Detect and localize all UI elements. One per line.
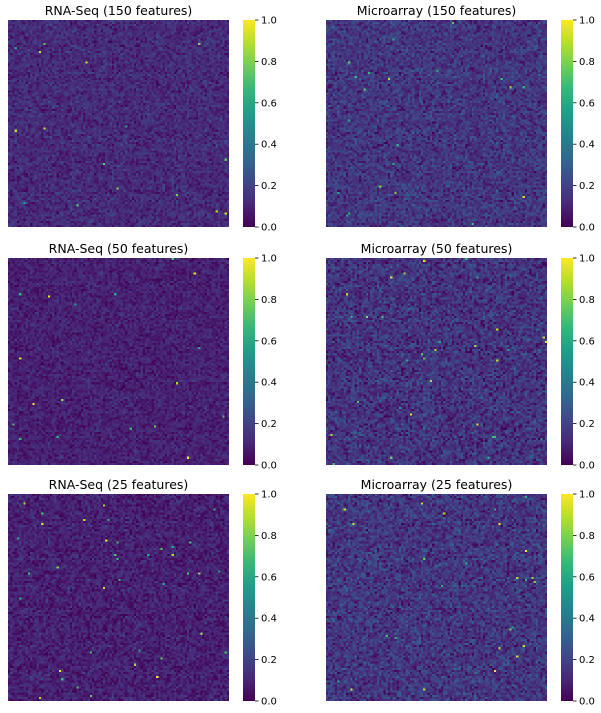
chart-title: RNA-Seq (50 features) bbox=[49, 241, 189, 256]
colorbar-tick-label: 0.6 bbox=[579, 98, 595, 109]
heatmap-panel: RNA-Seq (150 features) 0.0 0.2 0.4 0.6 0.8 1.0 bbox=[8, 3, 277, 234]
colorbar-tick-label: 0.6 bbox=[261, 98, 277, 109]
colorbar-tick-label: 0.8 bbox=[579, 295, 595, 306]
colorbar-tick-label: 0.0 bbox=[261, 697, 277, 708]
colorbar-tick-label: 0.4 bbox=[261, 140, 277, 151]
colorbar-tick-label: 0.6 bbox=[579, 572, 595, 583]
colorbar-tick-label: 0.8 bbox=[579, 531, 595, 542]
colorbar-tick-label: 0.4 bbox=[261, 614, 277, 625]
colorbar-tick-label: 0.2 bbox=[261, 419, 277, 430]
colorbar bbox=[243, 494, 255, 701]
colorbar-tick-label: 0.0 bbox=[579, 223, 595, 234]
heatmap-panel: RNA-Seq (50 features) 0.0 0.2 0.4 0.6 0.8 1.0 bbox=[8, 241, 277, 472]
colorbar-tick-label: 0.0 bbox=[579, 461, 595, 472]
colorbar-tick-label: 0.4 bbox=[579, 140, 595, 151]
colorbar-tick-label: 0.6 bbox=[261, 572, 277, 583]
heatmap-panel: Microarray (25 features) 0.0 0.2 0.4 0.6 0.8 1… bbox=[326, 477, 595, 708]
colorbar bbox=[561, 20, 573, 227]
colorbar bbox=[561, 258, 573, 465]
colorbar-tick-label: 0.4 bbox=[261, 378, 277, 389]
colorbar-tick-label: 0.2 bbox=[579, 181, 595, 192]
heatmap-cells bbox=[8, 258, 229, 465]
colorbar-tick-label: 1.0 bbox=[261, 490, 277, 501]
colorbar-tick-label: 1.0 bbox=[579, 16, 595, 27]
colorbar-tick-label: 0.2 bbox=[261, 181, 277, 192]
colorbar-tick-label: 0.2 bbox=[579, 655, 595, 666]
heatmap-cells bbox=[326, 494, 547, 701]
colorbar-tick-label: 0.8 bbox=[261, 295, 277, 306]
colorbar-tick-label: 0.8 bbox=[261, 57, 277, 68]
heatmap-panel: Microarray (150 features) 0.0 0.2 0.4 0.6 0.8… bbox=[326, 3, 595, 234]
colorbar-tick-label: 0.2 bbox=[579, 419, 595, 430]
heatmap-panel: Microarray (50 features) 0.0 0.2 0.4 0.6 0.8 1… bbox=[326, 241, 595, 472]
chart-title: Microarray (25 features) bbox=[361, 477, 513, 492]
colorbar-tick-label: 1.0 bbox=[579, 490, 595, 501]
colorbar-tick-label: 0.0 bbox=[261, 223, 277, 234]
colorbar-tick-label: 0.4 bbox=[579, 378, 595, 389]
heatmap-panel: RNA-Seq (25 features) 0.0 0.2 0.4 0.6 0.8 1.0 bbox=[8, 477, 277, 708]
colorbar-tick-label: 1.0 bbox=[261, 254, 277, 265]
colorbar-tick-label: 0.4 bbox=[579, 614, 595, 625]
colorbar-tick-label: 0.6 bbox=[579, 336, 595, 347]
colorbar bbox=[561, 494, 573, 701]
heatmap-cells bbox=[326, 258, 547, 465]
chart-title: Microarray (150 features) bbox=[357, 3, 517, 18]
chart-title: RNA-Seq (25 features) bbox=[49, 477, 189, 492]
colorbar-tick-label: 0.2 bbox=[261, 655, 277, 666]
colorbar bbox=[243, 258, 255, 465]
colorbar-tick-label: 1.0 bbox=[579, 254, 595, 265]
heatmap-cells bbox=[8, 20, 229, 227]
heatmap-cells bbox=[326, 20, 547, 227]
colorbar bbox=[243, 20, 255, 227]
colorbar-tick-label: 0.0 bbox=[579, 697, 595, 708]
colorbar-tick-label: 0.0 bbox=[261, 461, 277, 472]
colorbar-tick-label: 0.8 bbox=[261, 531, 277, 542]
colorbar-tick-label: 1.0 bbox=[261, 16, 277, 27]
chart-title: RNA-Seq (150 features) bbox=[45, 3, 193, 18]
heatmap-cells bbox=[8, 494, 229, 701]
colorbar-tick-label: 0.6 bbox=[261, 336, 277, 347]
colorbar-tick-label: 0.8 bbox=[579, 57, 595, 68]
chart-title: Microarray (50 features) bbox=[361, 241, 513, 256]
